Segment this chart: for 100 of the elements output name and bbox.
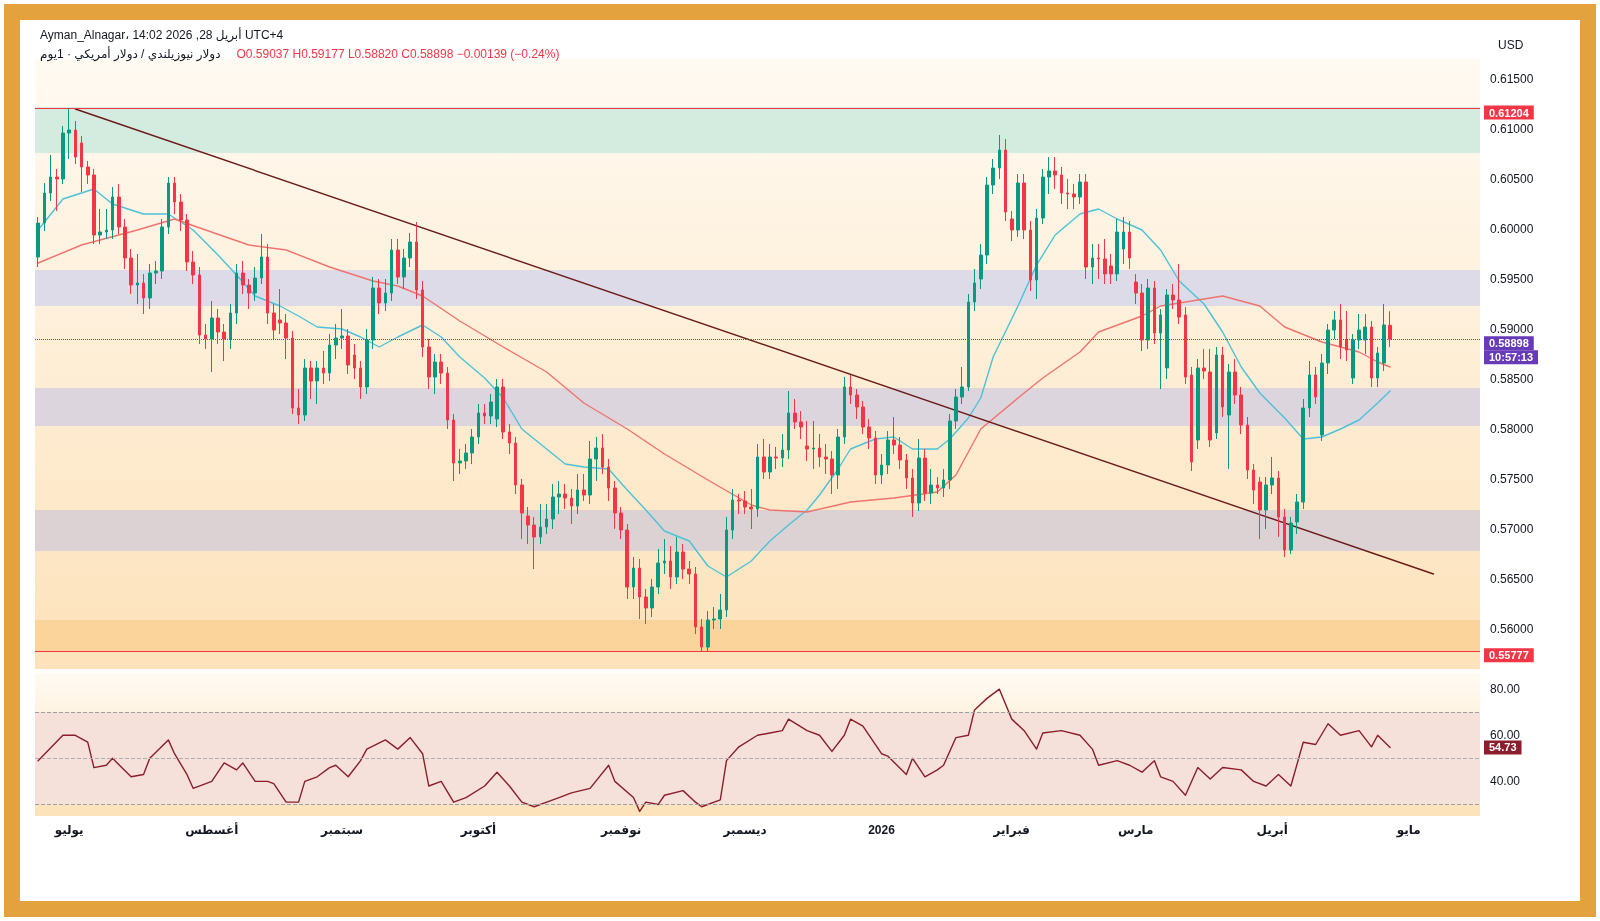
candlestick — [501, 378, 505, 440]
candlestick — [402, 248, 406, 290]
candlestick — [105, 208, 108, 240]
candlestick — [433, 353, 437, 395]
candlestick — [1215, 346, 1218, 440]
candlestick — [991, 158, 995, 195]
ref-line-label: 0.61204 — [1489, 106, 1530, 119]
candlestick — [470, 428, 474, 465]
x-tick-label: ديسمبر — [722, 823, 767, 837]
candlestick — [830, 450, 834, 495]
candlestick — [1041, 168, 1045, 225]
x-tick-label: 2026 — [868, 823, 896, 837]
candlestick — [948, 413, 952, 490]
candlestick — [1134, 273, 1138, 305]
candlestick — [942, 468, 945, 498]
candlestick — [836, 428, 840, 490]
candlestick — [508, 423, 511, 455]
candlestick — [774, 446, 778, 470]
candlestick — [439, 353, 443, 385]
candlestick — [253, 266, 257, 302]
candlestick — [855, 388, 859, 420]
candlestick — [898, 436, 902, 470]
candlestick — [322, 350, 325, 385]
candlestick — [284, 313, 288, 360]
candlestick — [675, 536, 679, 585]
candlestick — [731, 488, 734, 540]
candlestick — [619, 506, 623, 540]
x-tick-label: مارس — [1118, 823, 1154, 837]
candlestick — [743, 490, 747, 515]
candlestick — [644, 588, 648, 625]
candlestick — [551, 483, 555, 530]
candlestick — [1308, 360, 1311, 418]
candlestick — [210, 300, 214, 373]
candlestick — [464, 443, 468, 470]
candlestick — [694, 566, 697, 635]
candlestick — [1060, 166, 1063, 205]
candlestick — [1016, 173, 1020, 238]
candlestick — [917, 438, 921, 512]
candlestick — [328, 333, 331, 382]
candlestick — [483, 403, 486, 425]
candlestick — [923, 448, 927, 502]
candlestick — [1097, 243, 1100, 280]
candlestick — [874, 430, 877, 485]
candlestick — [1165, 288, 1169, 380]
candlestick — [557, 480, 561, 515]
candlestick — [241, 260, 245, 295]
candlestick — [1326, 323, 1330, 375]
candlestick — [315, 360, 319, 405]
candlestick — [1004, 138, 1007, 222]
candlestick — [582, 473, 586, 502]
candlestick — [334, 323, 338, 360]
candlestick — [1035, 208, 1038, 300]
candlestick — [371, 276, 375, 350]
candlestick — [520, 478, 524, 540]
candlestick — [346, 328, 350, 375]
candlestick — [1345, 310, 1348, 362]
candlestick — [625, 523, 629, 600]
candlestick — [216, 308, 220, 345]
candlestick — [495, 378, 499, 428]
candlestick — [526, 506, 530, 545]
candlestick — [477, 403, 480, 445]
candlestick — [1332, 310, 1336, 340]
y-tick-label: 0.58000 — [1490, 422, 1534, 436]
candlestick — [514, 436, 517, 495]
candlestick — [49, 154, 52, 202]
candlestick — [607, 458, 610, 502]
candlestick — [849, 374, 852, 405]
ref-line-label: 0.55777 — [1489, 649, 1529, 662]
candlestick — [960, 366, 964, 405]
candlestick — [1146, 278, 1150, 350]
ref-line-label: 0.58898 — [1489, 337, 1529, 350]
candlestick — [762, 438, 766, 480]
candlestick — [92, 168, 96, 245]
candlestick — [768, 443, 772, 480]
candlestick — [98, 208, 102, 245]
candlestick — [1370, 320, 1373, 388]
candlestick — [1022, 173, 1026, 240]
candlestick — [1171, 283, 1175, 310]
line-series — [37, 688, 1391, 813]
candlestick — [278, 288, 282, 335]
candlestick — [1115, 218, 1119, 282]
candlestick — [272, 303, 276, 340]
candlestick — [1277, 470, 1280, 538]
y-tick-label: 0.59000 — [1490, 322, 1534, 336]
candlestick — [1072, 183, 1076, 210]
candlestick — [80, 135, 83, 193]
candlestick — [799, 410, 803, 440]
candlestick — [61, 125, 65, 185]
candlestick — [111, 186, 114, 240]
candlestick — [1091, 243, 1094, 285]
candlestick — [1208, 348, 1212, 448]
candlestick — [1363, 313, 1367, 355]
candlestick — [638, 558, 641, 620]
candlestick — [1084, 173, 1088, 280]
candlestick — [669, 545, 672, 590]
candlestick — [160, 218, 164, 280]
candlestick — [1239, 386, 1243, 435]
candlestick — [309, 360, 313, 400]
candlestick — [812, 420, 815, 470]
candlestick — [1153, 280, 1156, 345]
